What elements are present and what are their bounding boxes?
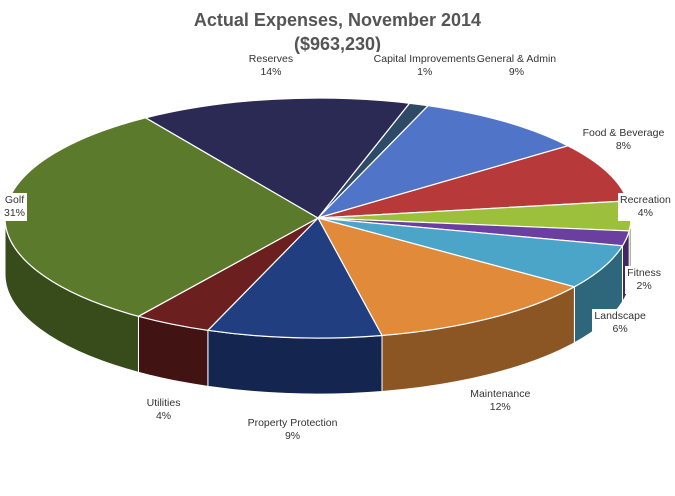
slice-label-percent: 9% — [508, 66, 525, 78]
pie-side-property-protection — [207, 329, 383, 395]
slice-label-golf: Golf 31% — [2, 193, 28, 222]
slice-label-maintenance: Maintenance 12% — [468, 386, 533, 415]
pie-top — [4, 97, 632, 339]
slice-label-percent: 14% — [260, 66, 282, 78]
slice-label-name: Golf — [4, 194, 25, 207]
slice-label-name: Food & Beverage — [582, 127, 665, 140]
slice-label-recreation: Recreation 4% — [618, 192, 673, 221]
slice-label-percent: 1% — [417, 66, 433, 78]
slice-label-name: Fitness — [627, 266, 661, 279]
slice-label-name: Landscape — [594, 310, 646, 323]
slice-label-fitness: Fitness 2% — [625, 265, 663, 294]
slice-label-percent: 12% — [489, 400, 511, 413]
slice-label-percent: 4% — [155, 409, 172, 422]
slice-label-utilities: Utilities 4% — [144, 395, 183, 424]
slice-label-name: Property Protection — [247, 417, 338, 430]
slice-label-food-and-beverage: Food & Beverage 8% — [580, 126, 667, 155]
slice-label-name: Utilities — [146, 396, 181, 409]
slice-label-percent: 8% — [615, 140, 632, 153]
slice-label-percent: 6% — [612, 323, 628, 336]
slice-label-name: Maintenance — [470, 387, 531, 400]
slice-label-landscape: Landscape 6% — [592, 309, 648, 338]
slice-label-percent: 4% — [637, 206, 653, 219]
slice-label-general-and-admin: General & Admin 9% — [474, 52, 559, 80]
slice-label-reserves: Reserves 14% — [246, 52, 296, 80]
pie-slice-reserves — [144, 97, 411, 219]
slice-label-percent: 2% — [636, 279, 652, 292]
chart-subtitle: ($963,230) — [293, 34, 382, 54]
slice-label-name: General & Admin — [476, 53, 557, 65]
slice-label-capital-improvements: Capital Improvements 1% — [371, 52, 478, 80]
slice-label-name: Reserves — [248, 53, 294, 65]
pie-slice-landscape — [317, 217, 624, 288]
pie-slice-general-and-admin — [315, 105, 570, 220]
slice-label-property-protection: Property Protection 9% — [245, 416, 340, 445]
pie-slice-property-protection — [206, 217, 383, 339]
slice-label-name: Recreation — [620, 193, 671, 206]
slice-label-percent: 31% — [4, 207, 26, 220]
chart-title: Actual Expenses, November 2014 — [193, 10, 482, 30]
slice-label-percent: 9% — [284, 430, 301, 443]
slice-label-name: Capital Improvements — [373, 53, 476, 65]
pie-slice-maintenance — [316, 217, 576, 337]
